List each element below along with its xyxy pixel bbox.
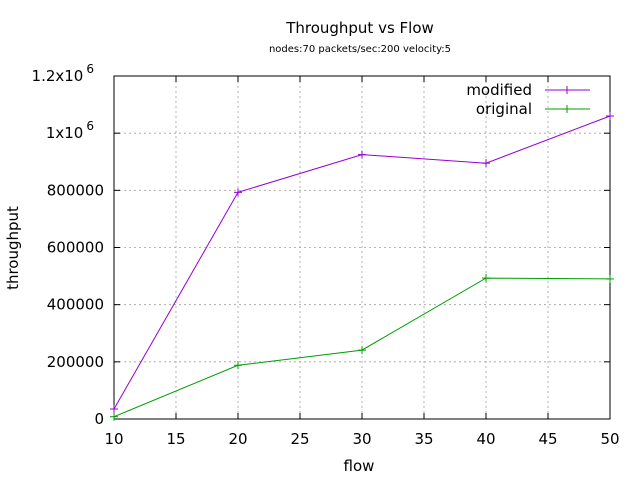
x-tick-label: 25 <box>290 430 309 448</box>
data-point-modified <box>234 188 242 197</box>
chart-subtitle: nodes:70 packets/sec:200 velocity:5 <box>269 44 451 55</box>
series-layer <box>110 112 614 421</box>
data-point-original <box>358 346 366 355</box>
y-tick-label: 800000 <box>47 181 104 199</box>
data-point-modified <box>482 159 490 168</box>
data-point-original <box>482 274 490 283</box>
y-tick-label: 600000 <box>47 239 104 257</box>
grid <box>114 76 610 419</box>
y-tick-label: 200000 <box>47 353 104 371</box>
chart-title: Throughput vs Flow <box>285 19 434 37</box>
x-tick-label: 20 <box>228 430 247 448</box>
legend-label-modified: modified <box>466 81 532 99</box>
data-point-modified <box>110 404 118 413</box>
data-point-original <box>606 274 614 283</box>
y-axis-label: throughput <box>4 206 22 290</box>
x-tick-label: 15 <box>166 430 185 448</box>
x-tick-label: 35 <box>414 430 433 448</box>
y-tick-label: 0 <box>94 410 104 428</box>
y-tick-label: 400000 <box>47 296 104 314</box>
y-tick-label: 1x10 6 <box>46 119 94 142</box>
x-tick-label: 30 <box>352 430 371 448</box>
legend-label-original: original <box>476 100 532 118</box>
x-axis-label: flow <box>344 457 375 475</box>
x-tick-label: 50 <box>600 430 619 448</box>
data-point-original <box>234 361 242 370</box>
data-point-modified <box>358 150 366 159</box>
axis-ticks: 0 200000 400000 600000 800000 1x10 6 1.2x10 6 10 1… <box>32 62 620 448</box>
x-tick-label: 45 <box>538 430 557 448</box>
data-point-original <box>110 412 118 421</box>
x-tick-label: 40 <box>476 430 495 448</box>
y-tick-label: 1.2x10 6 <box>32 62 94 85</box>
data-point-modified <box>606 112 614 121</box>
x-tick-label: 10 <box>104 430 123 448</box>
